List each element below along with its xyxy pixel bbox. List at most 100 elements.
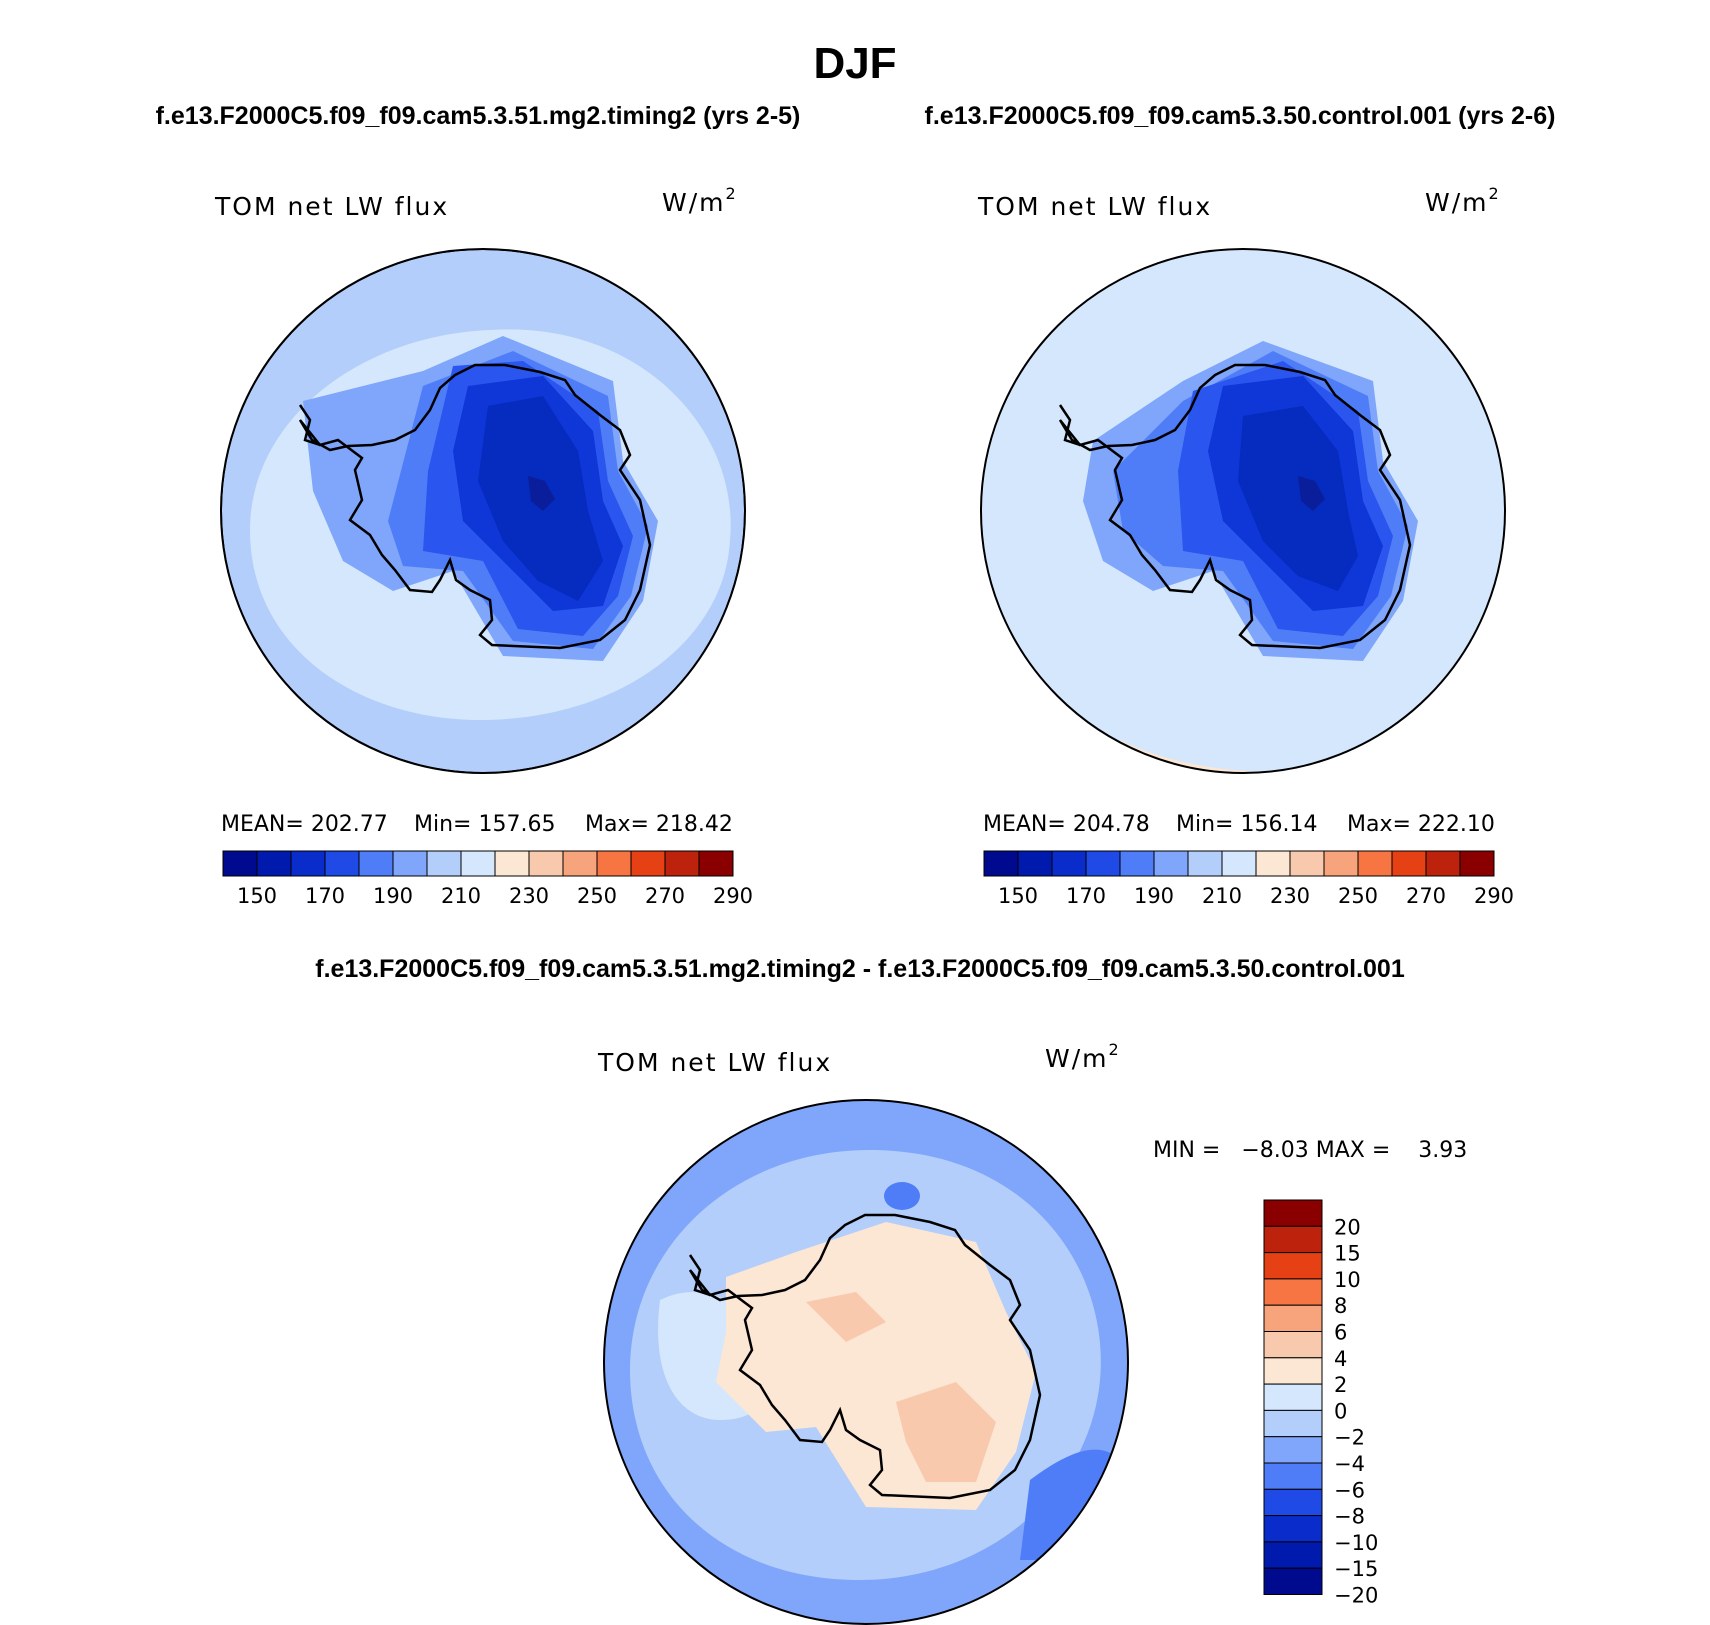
panel-units: W/m2 bbox=[662, 184, 738, 217]
season-title: DJF bbox=[813, 39, 896, 88]
coastline-peninsula bbox=[1058, 404, 1081, 447]
colorbar-tick-label: −2 bbox=[1334, 1426, 1365, 1450]
colorbar-box bbox=[528, 850, 564, 877]
colorbar-box bbox=[1221, 850, 1257, 877]
coastline bbox=[688, 1213, 1042, 1500]
colorbar-tick-label: 190 bbox=[373, 884, 413, 908]
colorbar-tick-label: −6 bbox=[1334, 1478, 1365, 1502]
colorbar-box bbox=[1255, 850, 1291, 877]
colorbar-box bbox=[1085, 850, 1121, 877]
colorbar-box bbox=[1119, 850, 1155, 877]
colorbar-box bbox=[1263, 1409, 1323, 1438]
colorbar-tick-label: 170 bbox=[305, 884, 345, 908]
colorbar-box bbox=[698, 850, 734, 877]
colorbar-tick-label: 4 bbox=[1334, 1347, 1347, 1371]
colorbar-box bbox=[1263, 1515, 1323, 1543]
units-exponent: 2 bbox=[726, 184, 738, 203]
stats-min-max: MIN = −8.03 MAX = 3.93 bbox=[1153, 1138, 1467, 1163]
polar-map bbox=[221, 249, 745, 773]
colorbar-box bbox=[1425, 850, 1461, 877]
colorbar-box bbox=[494, 850, 530, 877]
colorbar-box bbox=[1263, 1331, 1323, 1359]
colorbar-box bbox=[1263, 1436, 1323, 1464]
colorbar-tick-label: 150 bbox=[998, 884, 1038, 908]
colorbar-box bbox=[1263, 1225, 1323, 1254]
colorbar-tick-label: 20 bbox=[1334, 1215, 1361, 1239]
colorbar-box bbox=[1263, 1567, 1323, 1595]
map-outline bbox=[980, 248, 1506, 774]
colorbar-box bbox=[426, 850, 462, 877]
colorbar-box bbox=[1263, 1199, 1323, 1227]
colorbar-box bbox=[222, 850, 258, 877]
stats-mean: MEAN= 204.78 bbox=[983, 812, 1150, 837]
colorbar-box bbox=[596, 850, 632, 877]
colorbar-box bbox=[562, 850, 598, 877]
stats-max: Max= 222.10 bbox=[1347, 812, 1495, 837]
panel-units: W/m2 bbox=[1045, 1040, 1121, 1073]
map-outline bbox=[220, 248, 746, 774]
colorbar-tick-label: 150 bbox=[237, 884, 277, 908]
stats-min: Min= 157.65 bbox=[414, 812, 555, 837]
colorbar-box bbox=[460, 850, 496, 877]
case-label-right: f.e13.F2000C5.f09_f09.cam5.3.50.control.… bbox=[925, 102, 1556, 130]
colorbar-box bbox=[1459, 850, 1495, 877]
diff-title: f.e13.F2000C5.f09_f09.cam5.3.51.mg2.timi… bbox=[315, 955, 1405, 983]
colorbar-tick-label: 190 bbox=[1134, 884, 1174, 908]
colorbar-tick-label: 290 bbox=[1474, 884, 1514, 908]
colorbar-tick-label: 6 bbox=[1334, 1321, 1347, 1345]
stats-max: Max= 218.42 bbox=[585, 812, 733, 837]
colorbar-tick-label: 230 bbox=[1270, 884, 1310, 908]
colorbar-box bbox=[1017, 850, 1053, 877]
colorbar-box bbox=[1357, 850, 1393, 877]
colorbar-box bbox=[1187, 850, 1223, 877]
panel-variable-label: TOM net LW flux bbox=[597, 1048, 832, 1077]
colorbar-box bbox=[1263, 1462, 1323, 1490]
colorbar-tick-label: 170 bbox=[1066, 884, 1106, 908]
colorbar-tick-label: 270 bbox=[645, 884, 685, 908]
colorbar-tick-label: 290 bbox=[713, 884, 753, 908]
colorbar-box bbox=[1263, 1357, 1323, 1385]
colorbar-box bbox=[290, 850, 326, 877]
antarctic-ice-sheet bbox=[303, 336, 658, 661]
antarctic-ice-sheet bbox=[1083, 341, 1418, 661]
colorbar-box bbox=[1263, 1304, 1323, 1332]
colorbar-box bbox=[1263, 1252, 1323, 1280]
antarctic-ice-sheet bbox=[716, 1222, 1036, 1510]
colorbar-tick-label: 230 bbox=[509, 884, 549, 908]
coastline bbox=[298, 363, 652, 650]
map-outline bbox=[603, 1099, 1129, 1625]
panel-variable-label: TOM net LW flux bbox=[214, 192, 449, 221]
coastline-peninsula bbox=[688, 1254, 711, 1297]
colorbar-tick-label: 250 bbox=[577, 884, 617, 908]
stats-mean: MEAN= 202.77 bbox=[221, 812, 388, 837]
colorbar-box bbox=[256, 850, 292, 877]
colorbar-box bbox=[1051, 850, 1087, 877]
panel-units: W/m2 bbox=[1425, 184, 1501, 217]
panel-control-case: TOM net LW flux W/m2 MEAN= 204.78 Min= 1… bbox=[977, 184, 1514, 908]
coastline-peninsula bbox=[298, 404, 321, 447]
panel-variable-label: TOM net LW flux bbox=[977, 192, 1212, 221]
colorbar-tick-label: 250 bbox=[1338, 884, 1378, 908]
colorbar-box bbox=[1263, 1278, 1323, 1306]
colorbar-tick-label: −20 bbox=[1334, 1584, 1378, 1608]
colorbar-box bbox=[1391, 850, 1427, 877]
colorbar-box bbox=[1153, 850, 1189, 877]
units-exponent: 2 bbox=[1109, 1040, 1121, 1059]
colorbar-box bbox=[1323, 850, 1359, 877]
colorbar-box bbox=[630, 850, 666, 877]
colorbar-horizontal: 150 170 190 210 230 250 270 290 bbox=[983, 850, 1514, 908]
colorbar-box bbox=[1263, 1383, 1323, 1411]
colorbar-tick-label: −10 bbox=[1334, 1531, 1378, 1555]
map-negative-spot bbox=[884, 1182, 920, 1210]
colorbar-box bbox=[1263, 1541, 1323, 1569]
colorbar-box bbox=[358, 850, 394, 877]
colorbar-box bbox=[664, 850, 700, 877]
polar-map bbox=[604, 1100, 1128, 1624]
colorbar-box bbox=[324, 850, 360, 877]
colorbar-tick-label: −4 bbox=[1334, 1452, 1365, 1476]
colorbar-tick-label: 15 bbox=[1334, 1242, 1361, 1266]
polar-map bbox=[981, 249, 1505, 773]
colorbar-tick-label: 2 bbox=[1334, 1373, 1347, 1397]
colorbar-tick-label: −15 bbox=[1334, 1557, 1378, 1581]
